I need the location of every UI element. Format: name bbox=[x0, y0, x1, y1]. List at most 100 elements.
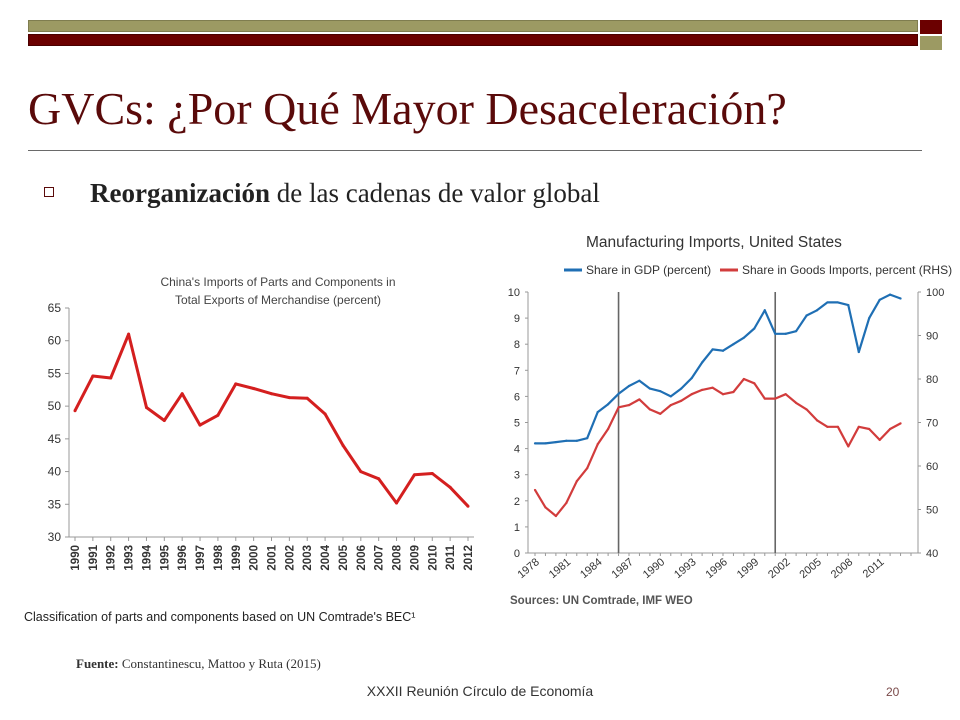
data-point bbox=[533, 442, 537, 445]
data-point bbox=[753, 382, 756, 385]
left-y-tick-label: 9 bbox=[514, 313, 520, 325]
bullet-rest-text: de las cadenas de valor global bbox=[269, 178, 600, 208]
data-point bbox=[742, 377, 745, 381]
x-tick-label: 2008 bbox=[392, 544, 404, 570]
x-tick-label: 1990 bbox=[641, 556, 667, 581]
x-tick-label: 2000 bbox=[249, 545, 261, 571]
data-point bbox=[648, 387, 651, 390]
data-point bbox=[690, 377, 693, 380]
data-point bbox=[287, 396, 291, 400]
data-point bbox=[395, 501, 399, 505]
x-tick-label: 2003 bbox=[302, 545, 314, 571]
x-tick-label: 1984 bbox=[578, 556, 604, 581]
data-point bbox=[847, 445, 850, 448]
x-tick-label: 1992 bbox=[106, 545, 118, 571]
data-point bbox=[732, 343, 735, 346]
data-point bbox=[669, 395, 672, 398]
left-y-tick-label: 8 bbox=[514, 339, 520, 351]
corner-square-maroon bbox=[920, 20, 942, 34]
data-point bbox=[586, 437, 589, 440]
data-point bbox=[701, 361, 704, 364]
source-note: Fuente: Constantinescu, Mattoo y Ruta (2… bbox=[76, 656, 321, 672]
data-point bbox=[784, 393, 787, 396]
data-point bbox=[377, 477, 381, 481]
data-point bbox=[575, 439, 578, 442]
x-tick-label: 2011 bbox=[445, 544, 457, 570]
data-point bbox=[617, 392, 620, 395]
data-point bbox=[784, 332, 787, 335]
data-point bbox=[430, 472, 434, 476]
data-point bbox=[180, 392, 184, 396]
china-series-line bbox=[73, 332, 470, 508]
data-point bbox=[742, 336, 745, 339]
bullet-bold-text: Reorganización bbox=[90, 178, 270, 208]
data-point bbox=[617, 406, 620, 409]
data-point bbox=[638, 398, 641, 401]
data-point bbox=[162, 419, 166, 423]
data-point bbox=[554, 514, 557, 518]
data-point bbox=[252, 386, 256, 390]
x-tick-label: 2010 bbox=[427, 545, 439, 571]
data-point bbox=[836, 301, 839, 304]
right-y-tick-label: 80 bbox=[926, 374, 938, 386]
us-manufacturing-imports-chart: Manufacturing Imports, United States Shar… bbox=[508, 234, 952, 607]
chart-footnote: Classification of parts and components b… bbox=[24, 610, 415, 624]
left-y-tick-label: 5 bbox=[514, 418, 520, 430]
x-tick-label: 1999 bbox=[231, 545, 243, 571]
x-tick-label: 2004 bbox=[320, 544, 332, 570]
data-point bbox=[857, 425, 860, 428]
chart-title-line: China's Imports of Parts and Components … bbox=[160, 275, 395, 289]
data-point bbox=[857, 350, 860, 354]
maroon-bar bbox=[28, 34, 918, 46]
right-y-tick-label: 60 bbox=[926, 461, 938, 473]
data-point bbox=[554, 440, 557, 444]
legend-label-gdp: Share in GDP (percent) bbox=[586, 263, 711, 277]
data-point bbox=[889, 293, 892, 296]
data-point bbox=[868, 317, 871, 320]
x-tick-label: 2011 bbox=[861, 556, 887, 580]
x-tick-label: 1993 bbox=[672, 556, 698, 581]
data-point bbox=[638, 379, 641, 382]
x-tick-label: 1995 bbox=[159, 544, 171, 570]
data-point bbox=[305, 396, 309, 400]
data-point bbox=[815, 309, 819, 312]
y-tick-label: 35 bbox=[48, 497, 62, 511]
x-tick-label: 1990 bbox=[70, 545, 82, 571]
source-label: Fuente: bbox=[76, 656, 119, 671]
data-point bbox=[659, 412, 662, 415]
x-tick-label: 2007 bbox=[374, 545, 386, 571]
data-point bbox=[669, 404, 672, 407]
data-point bbox=[73, 409, 77, 413]
data-point bbox=[701, 388, 704, 391]
data-point bbox=[680, 399, 683, 402]
x-tick-label: 1997 bbox=[195, 545, 207, 571]
y-tick-label: 45 bbox=[48, 432, 62, 446]
x-tick-label: 2009 bbox=[409, 545, 421, 571]
data-point bbox=[795, 401, 798, 405]
data-point bbox=[216, 413, 220, 417]
data-point bbox=[144, 405, 148, 409]
data-point bbox=[412, 473, 416, 477]
right-y-tick-label: 40 bbox=[926, 548, 938, 560]
gdp-series-line bbox=[535, 293, 901, 445]
x-tick-label: 1981 bbox=[547, 556, 573, 581]
chart-title: Manufacturing Imports, United States bbox=[586, 234, 842, 251]
x-tick-label: 2005 bbox=[338, 544, 350, 570]
x-tick-label: 1987 bbox=[609, 556, 635, 581]
right-y-tick-label: 70 bbox=[926, 418, 938, 430]
olive-bar bbox=[28, 20, 918, 32]
x-tick-label: 1996 bbox=[703, 556, 729, 581]
data-point bbox=[586, 467, 589, 470]
x-tick-label: 2001 bbox=[267, 544, 279, 570]
data-point bbox=[721, 393, 725, 396]
data-point bbox=[889, 427, 892, 431]
chart-title-line: Total Exports of Merchandise (percent) bbox=[175, 293, 381, 307]
goods-series-line bbox=[534, 377, 902, 518]
data-point bbox=[878, 438, 881, 441]
left-y-tick-label: 2 bbox=[514, 496, 520, 508]
right-y-tick-label: 100 bbox=[926, 287, 944, 299]
left-y-tick-label: 7 bbox=[514, 365, 520, 377]
data-point bbox=[127, 332, 131, 336]
data-point bbox=[544, 506, 547, 509]
data-point bbox=[544, 442, 547, 445]
